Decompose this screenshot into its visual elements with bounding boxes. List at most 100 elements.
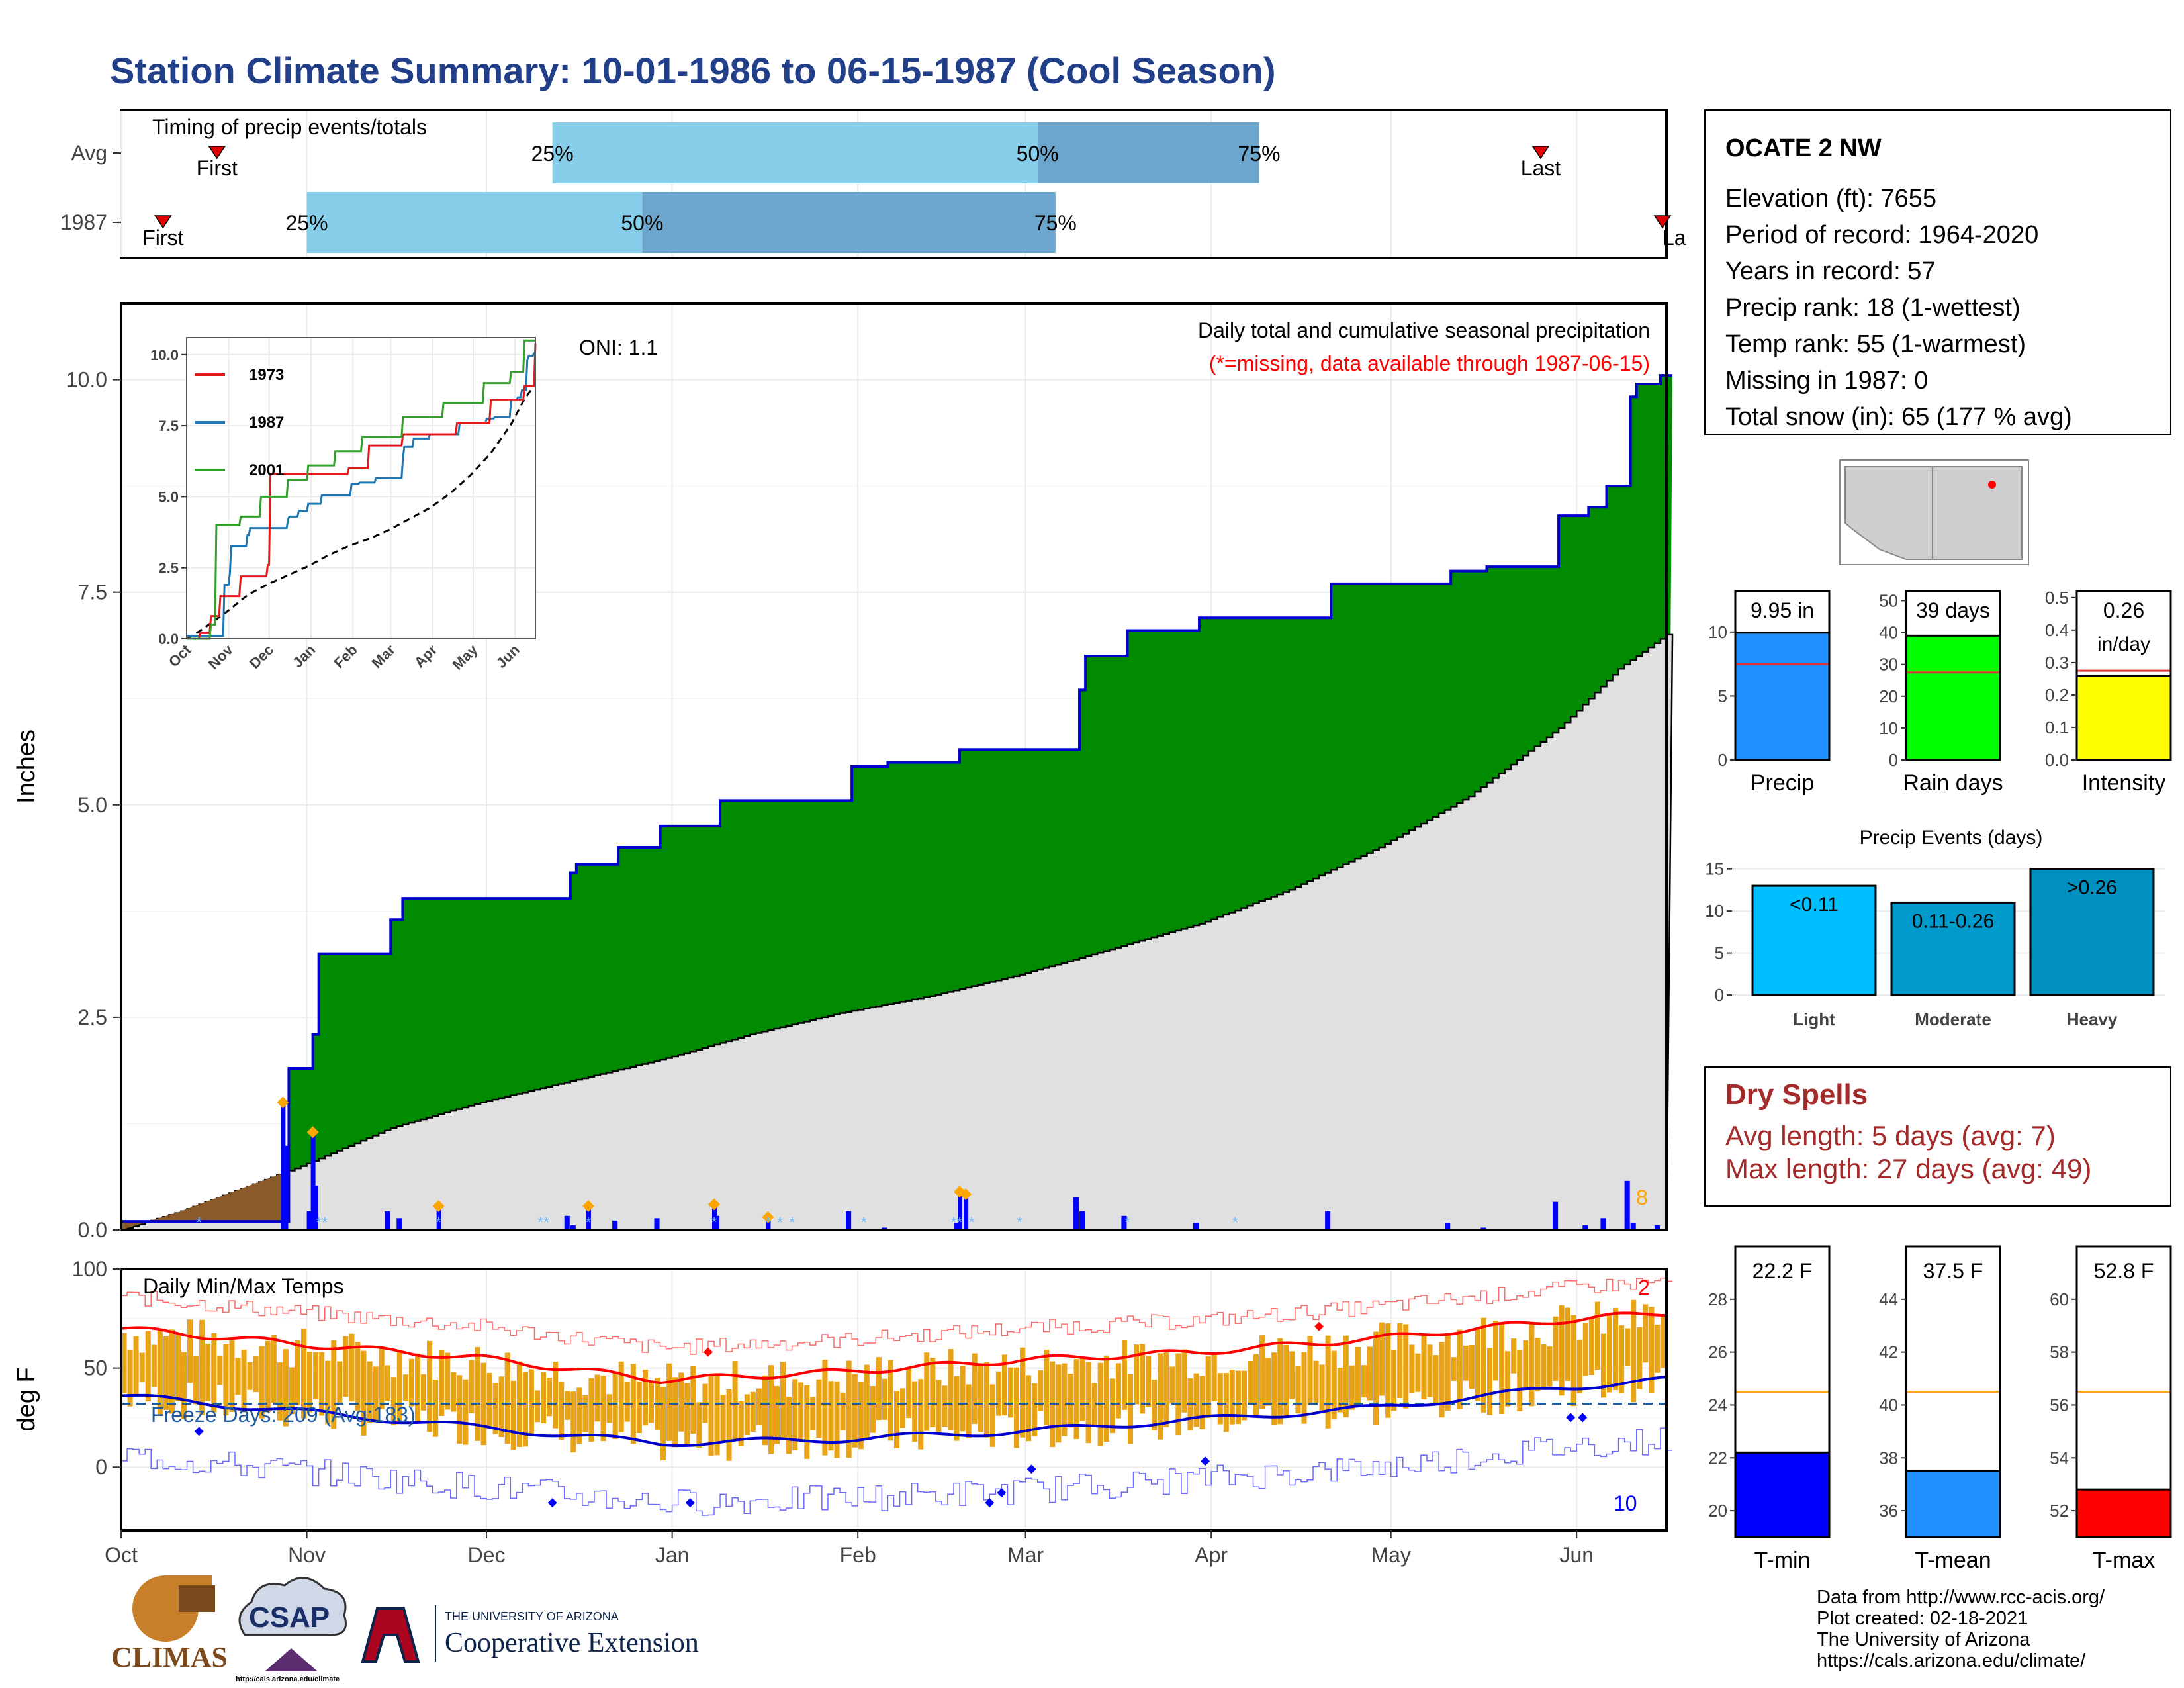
daily-temp-bar xyxy=(331,1340,337,1429)
daily-temp-bar xyxy=(1637,1327,1643,1389)
precip-summary-frame xyxy=(1905,590,2001,761)
timing-p50-label: 50% xyxy=(1017,142,1059,165)
daily-temp-bar xyxy=(486,1372,492,1429)
timing-bar-50-75 xyxy=(642,192,1056,253)
precip-summary-value: 9.95 in xyxy=(1751,598,1814,622)
first-event-marker xyxy=(208,146,226,160)
inset-grid xyxy=(186,338,535,639)
daily-temp-bar xyxy=(983,1362,989,1438)
precip-y-tick-label: 10.0 xyxy=(66,368,107,392)
daily-temp-bar xyxy=(588,1378,594,1442)
precip-summary-bar xyxy=(1734,632,1831,761)
daily-temp-bar xyxy=(1103,1355,1109,1442)
precip-panel-subtitle: (*=missing, data available through 1987-… xyxy=(1209,352,1650,375)
month-label: Oct xyxy=(105,1543,138,1567)
daily-temp-bar xyxy=(559,1382,565,1440)
daily-temp-bar xyxy=(1643,1304,1649,1363)
timing-p50-label: 50% xyxy=(621,211,663,235)
daily-temp-bar xyxy=(995,1371,1001,1416)
precip-events-title: Precip Events (days) xyxy=(1860,827,2043,849)
daily-temp-bar xyxy=(1631,1299,1637,1403)
daily-temp-bar xyxy=(211,1333,217,1413)
snow-marker: * xyxy=(435,1214,441,1231)
precip-areas xyxy=(121,374,1674,1231)
daily-temp-bar xyxy=(948,1349,954,1430)
precip-event-marker xyxy=(582,1200,594,1213)
daily-temp-bar xyxy=(1349,1365,1355,1410)
footer-credits: Data from http://www.rcc-acis.org/ Plot … xyxy=(1817,1587,2105,1671)
dry-spells-avg: Avg length: 5 days (avg: 7) xyxy=(1725,1120,2056,1151)
csap-cloud xyxy=(238,1577,347,1636)
daily-temp-bar xyxy=(1193,1373,1199,1427)
precip-summary-tick-label: 0.4 xyxy=(2045,620,2069,640)
daily-temp-bar xyxy=(1505,1351,1511,1407)
precip-summary-frame xyxy=(2075,590,2172,761)
daily-temp-bar xyxy=(373,1366,379,1423)
daily-temp-bar xyxy=(1415,1353,1421,1392)
daily-precip-bar xyxy=(713,1215,720,1230)
daily-temp-bar xyxy=(133,1336,139,1397)
daily-temp-bar xyxy=(390,1377,396,1425)
daily-temp-bar xyxy=(271,1335,277,1403)
csap-mountain xyxy=(265,1648,318,1671)
daily-temp-bar xyxy=(882,1378,887,1420)
daily-precip-bar xyxy=(564,1215,570,1230)
daily-precip-bar xyxy=(958,1192,963,1230)
daily-temp-bar xyxy=(1625,1328,1631,1366)
daily-temp-bar xyxy=(1313,1360,1319,1403)
daily-temp-bar xyxy=(582,1395,588,1432)
daily-temp-bar xyxy=(421,1374,427,1411)
precip-summary-unit: in/day xyxy=(2097,633,2150,655)
daily-temp-bar xyxy=(1588,1319,1594,1376)
daily-precip-bar xyxy=(964,1194,969,1230)
temp-summary-label: T-mean xyxy=(1915,1548,1991,1573)
temp-summary-value: 52.8 F xyxy=(2094,1259,2154,1283)
daily-temp-bar xyxy=(1559,1305,1565,1396)
daily-temp-bar xyxy=(1576,1339,1582,1394)
daily-precip-bar xyxy=(281,1102,286,1230)
daily-temp-bar xyxy=(864,1364,870,1439)
daily-temp-bar xyxy=(313,1352,319,1399)
daily-temp-bar xyxy=(1439,1342,1445,1418)
daily-temp-bar xyxy=(1020,1347,1026,1438)
climas-logo: CLIMAS xyxy=(111,1575,228,1673)
temp-lines xyxy=(120,1277,1673,1516)
daily-temp-bar xyxy=(1337,1368,1343,1413)
daily-temp-bar xyxy=(834,1381,840,1458)
daily-temp-bar xyxy=(157,1329,163,1416)
snow-marker: * xyxy=(196,1214,202,1231)
inset-frame xyxy=(186,337,536,639)
station-name: OCATE 2 NW xyxy=(1725,134,1882,162)
daily-temp-bar xyxy=(1134,1344,1140,1405)
daily-temp-bar xyxy=(528,1369,534,1435)
precip-event-marker xyxy=(277,1096,289,1109)
inset-y-tick-label: 2.5 xyxy=(158,560,179,577)
month-label: Jan xyxy=(655,1543,690,1567)
daily-temp-bar xyxy=(541,1372,547,1424)
daily-precip-bar xyxy=(1553,1201,1559,1230)
daily-temp-bar xyxy=(624,1382,630,1422)
precip-daily-bars: * * * * * * * * * * * * * * * * * * xyxy=(196,1096,1660,1231)
record-low-marker xyxy=(1026,1464,1036,1474)
timing-bar-25-50 xyxy=(306,192,643,253)
daily-temp-bar xyxy=(606,1394,612,1423)
oni-label: ONI: 1.1 xyxy=(579,336,658,359)
daily-precip-bar xyxy=(1193,1223,1199,1230)
precip-summary-tick-label: 50 xyxy=(1879,590,1898,610)
temp-summary-frame xyxy=(2075,1245,2172,1538)
daily-precip-bar xyxy=(1624,1180,1630,1230)
daily-temp-bar xyxy=(594,1374,600,1422)
snow-marker: * xyxy=(969,1214,975,1231)
daily-temp-bar xyxy=(1158,1353,1163,1440)
daily-temp-bar xyxy=(475,1346,480,1441)
daily-temp-bar xyxy=(600,1376,606,1442)
record-low-marker xyxy=(1578,1413,1588,1423)
temp-summary-tick-label: 20 xyxy=(1708,1501,1727,1521)
daily-temp-bar xyxy=(289,1367,295,1415)
daily-precip-bar xyxy=(586,1206,591,1230)
daily-temp-bar xyxy=(798,1382,804,1440)
precip-events-chart: Precip Events (days) 0 5 10 15 <0.11 Light 0.1… xyxy=(1705,824,2171,1043)
daily-temp-bar xyxy=(804,1385,810,1459)
footer-line-data: Data from http://www.rcc-acis.org/ xyxy=(1817,1587,2105,1608)
daily-temp-bar xyxy=(840,1392,846,1430)
